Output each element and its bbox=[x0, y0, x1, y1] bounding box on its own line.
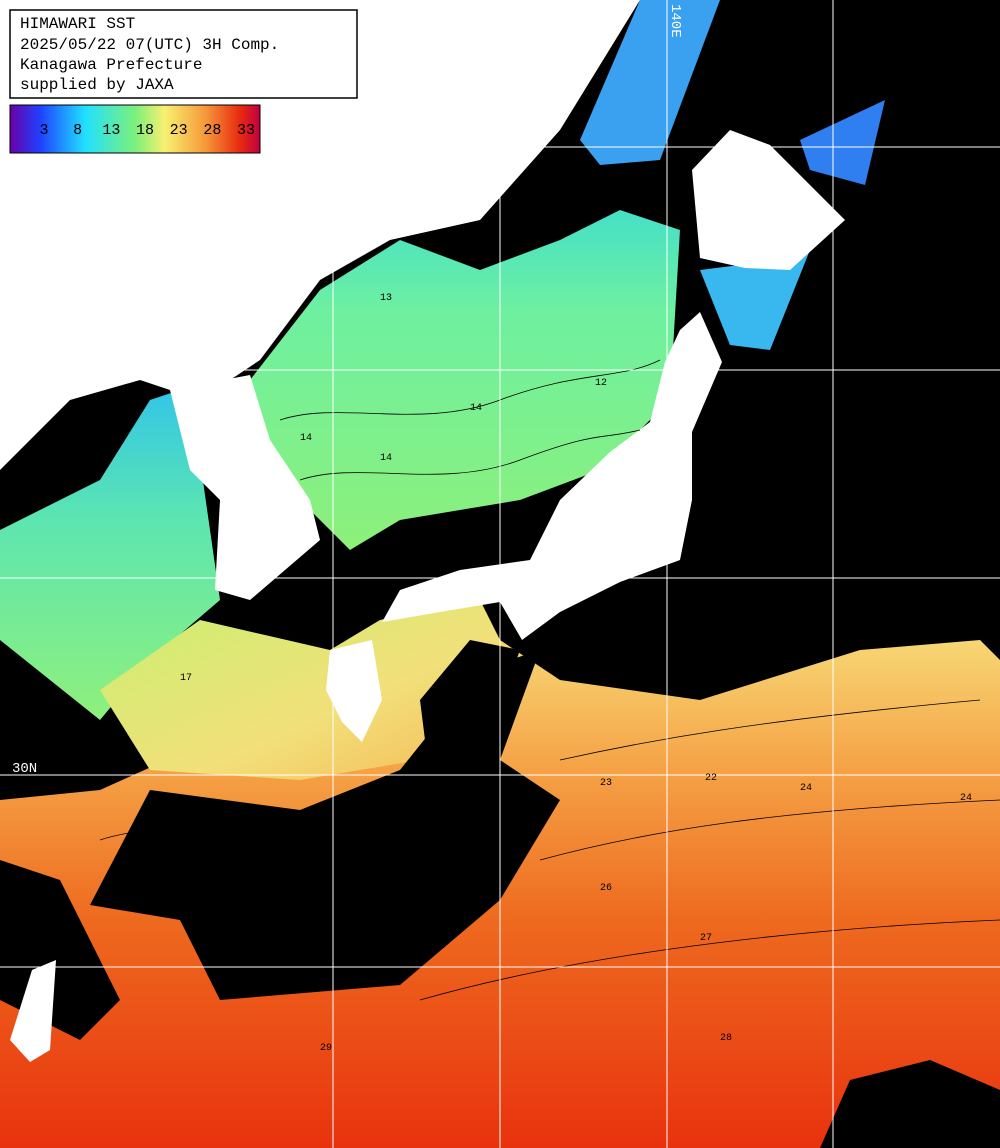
colorbar-tick-label: 13 bbox=[102, 122, 120, 139]
contour-labels: 13 14 14 14 12 17 22 23 23 24 24 25 25 26 27 28 29 bbox=[180, 293, 972, 1054]
korea bbox=[170, 375, 320, 600]
colorbar-tick-label: 23 bbox=[170, 122, 188, 139]
yellow-sea bbox=[0, 390, 220, 720]
contour-label: 14 bbox=[300, 433, 312, 444]
cloud bbox=[820, 1060, 1000, 1148]
contour-label: 23 bbox=[455, 718, 467, 729]
header-line: supplied by JAXA bbox=[20, 76, 174, 94]
contour-label: 24 bbox=[960, 793, 972, 804]
cold-patch bbox=[580, 0, 720, 165]
cloud bbox=[420, 640, 520, 780]
colorbar-ticks: 3 8 13 18 23 28 33 bbox=[39, 122, 255, 139]
contour-label: 24 bbox=[800, 783, 812, 794]
lon-label: 140E bbox=[667, 4, 683, 38]
honshu bbox=[372, 312, 722, 640]
header-box bbox=[9, 9, 358, 99]
contour-label: 23 bbox=[600, 778, 612, 789]
contour-label: 17 bbox=[180, 673, 192, 684]
contour bbox=[559, 699, 981, 761]
contour-label: 13 bbox=[380, 293, 392, 304]
colorbar-tick-label: 18 bbox=[136, 122, 154, 139]
hokkaido bbox=[692, 130, 845, 270]
header-line: 2025/05/22 07(UTC) 3H Comp. bbox=[20, 36, 279, 54]
contour-label: 25 bbox=[470, 798, 482, 809]
contour-label: 29 bbox=[320, 1043, 332, 1054]
taiwan bbox=[10, 960, 56, 1062]
colorbar-tick-label: 3 bbox=[39, 122, 48, 139]
contour-label: 26 bbox=[600, 883, 612, 894]
contour bbox=[419, 919, 1000, 1001]
contour-label: 12 bbox=[595, 378, 607, 389]
cold-patch bbox=[700, 250, 810, 350]
contour bbox=[539, 799, 1000, 861]
colorbar bbox=[9, 104, 261, 154]
header-line: HIMAWARI SST bbox=[20, 15, 135, 33]
contour-label: 14 bbox=[470, 403, 482, 414]
colorbar-tick-label: 8 bbox=[73, 122, 82, 139]
contour-label: 25 bbox=[240, 863, 252, 874]
east-china-sea bbox=[100, 600, 500, 780]
kyushu bbox=[326, 640, 382, 742]
colorbar-tick-label: 33 bbox=[237, 122, 255, 139]
contour-label: 28 bbox=[720, 1033, 732, 1044]
contour-label: 14 bbox=[380, 453, 392, 464]
header-line: Kanagawa Prefecture bbox=[20, 56, 202, 74]
contour bbox=[299, 429, 641, 481]
contour-label: 27 bbox=[700, 933, 712, 944]
sea-of-japan bbox=[250, 210, 680, 550]
contour bbox=[99, 819, 331, 841]
contour-label: 22 bbox=[705, 773, 717, 784]
colorbar-tick-label: 28 bbox=[203, 122, 221, 139]
lat-label: 40N bbox=[12, 355, 37, 371]
lat-label: 30N bbox=[12, 761, 37, 777]
cold-patch bbox=[800, 100, 885, 185]
